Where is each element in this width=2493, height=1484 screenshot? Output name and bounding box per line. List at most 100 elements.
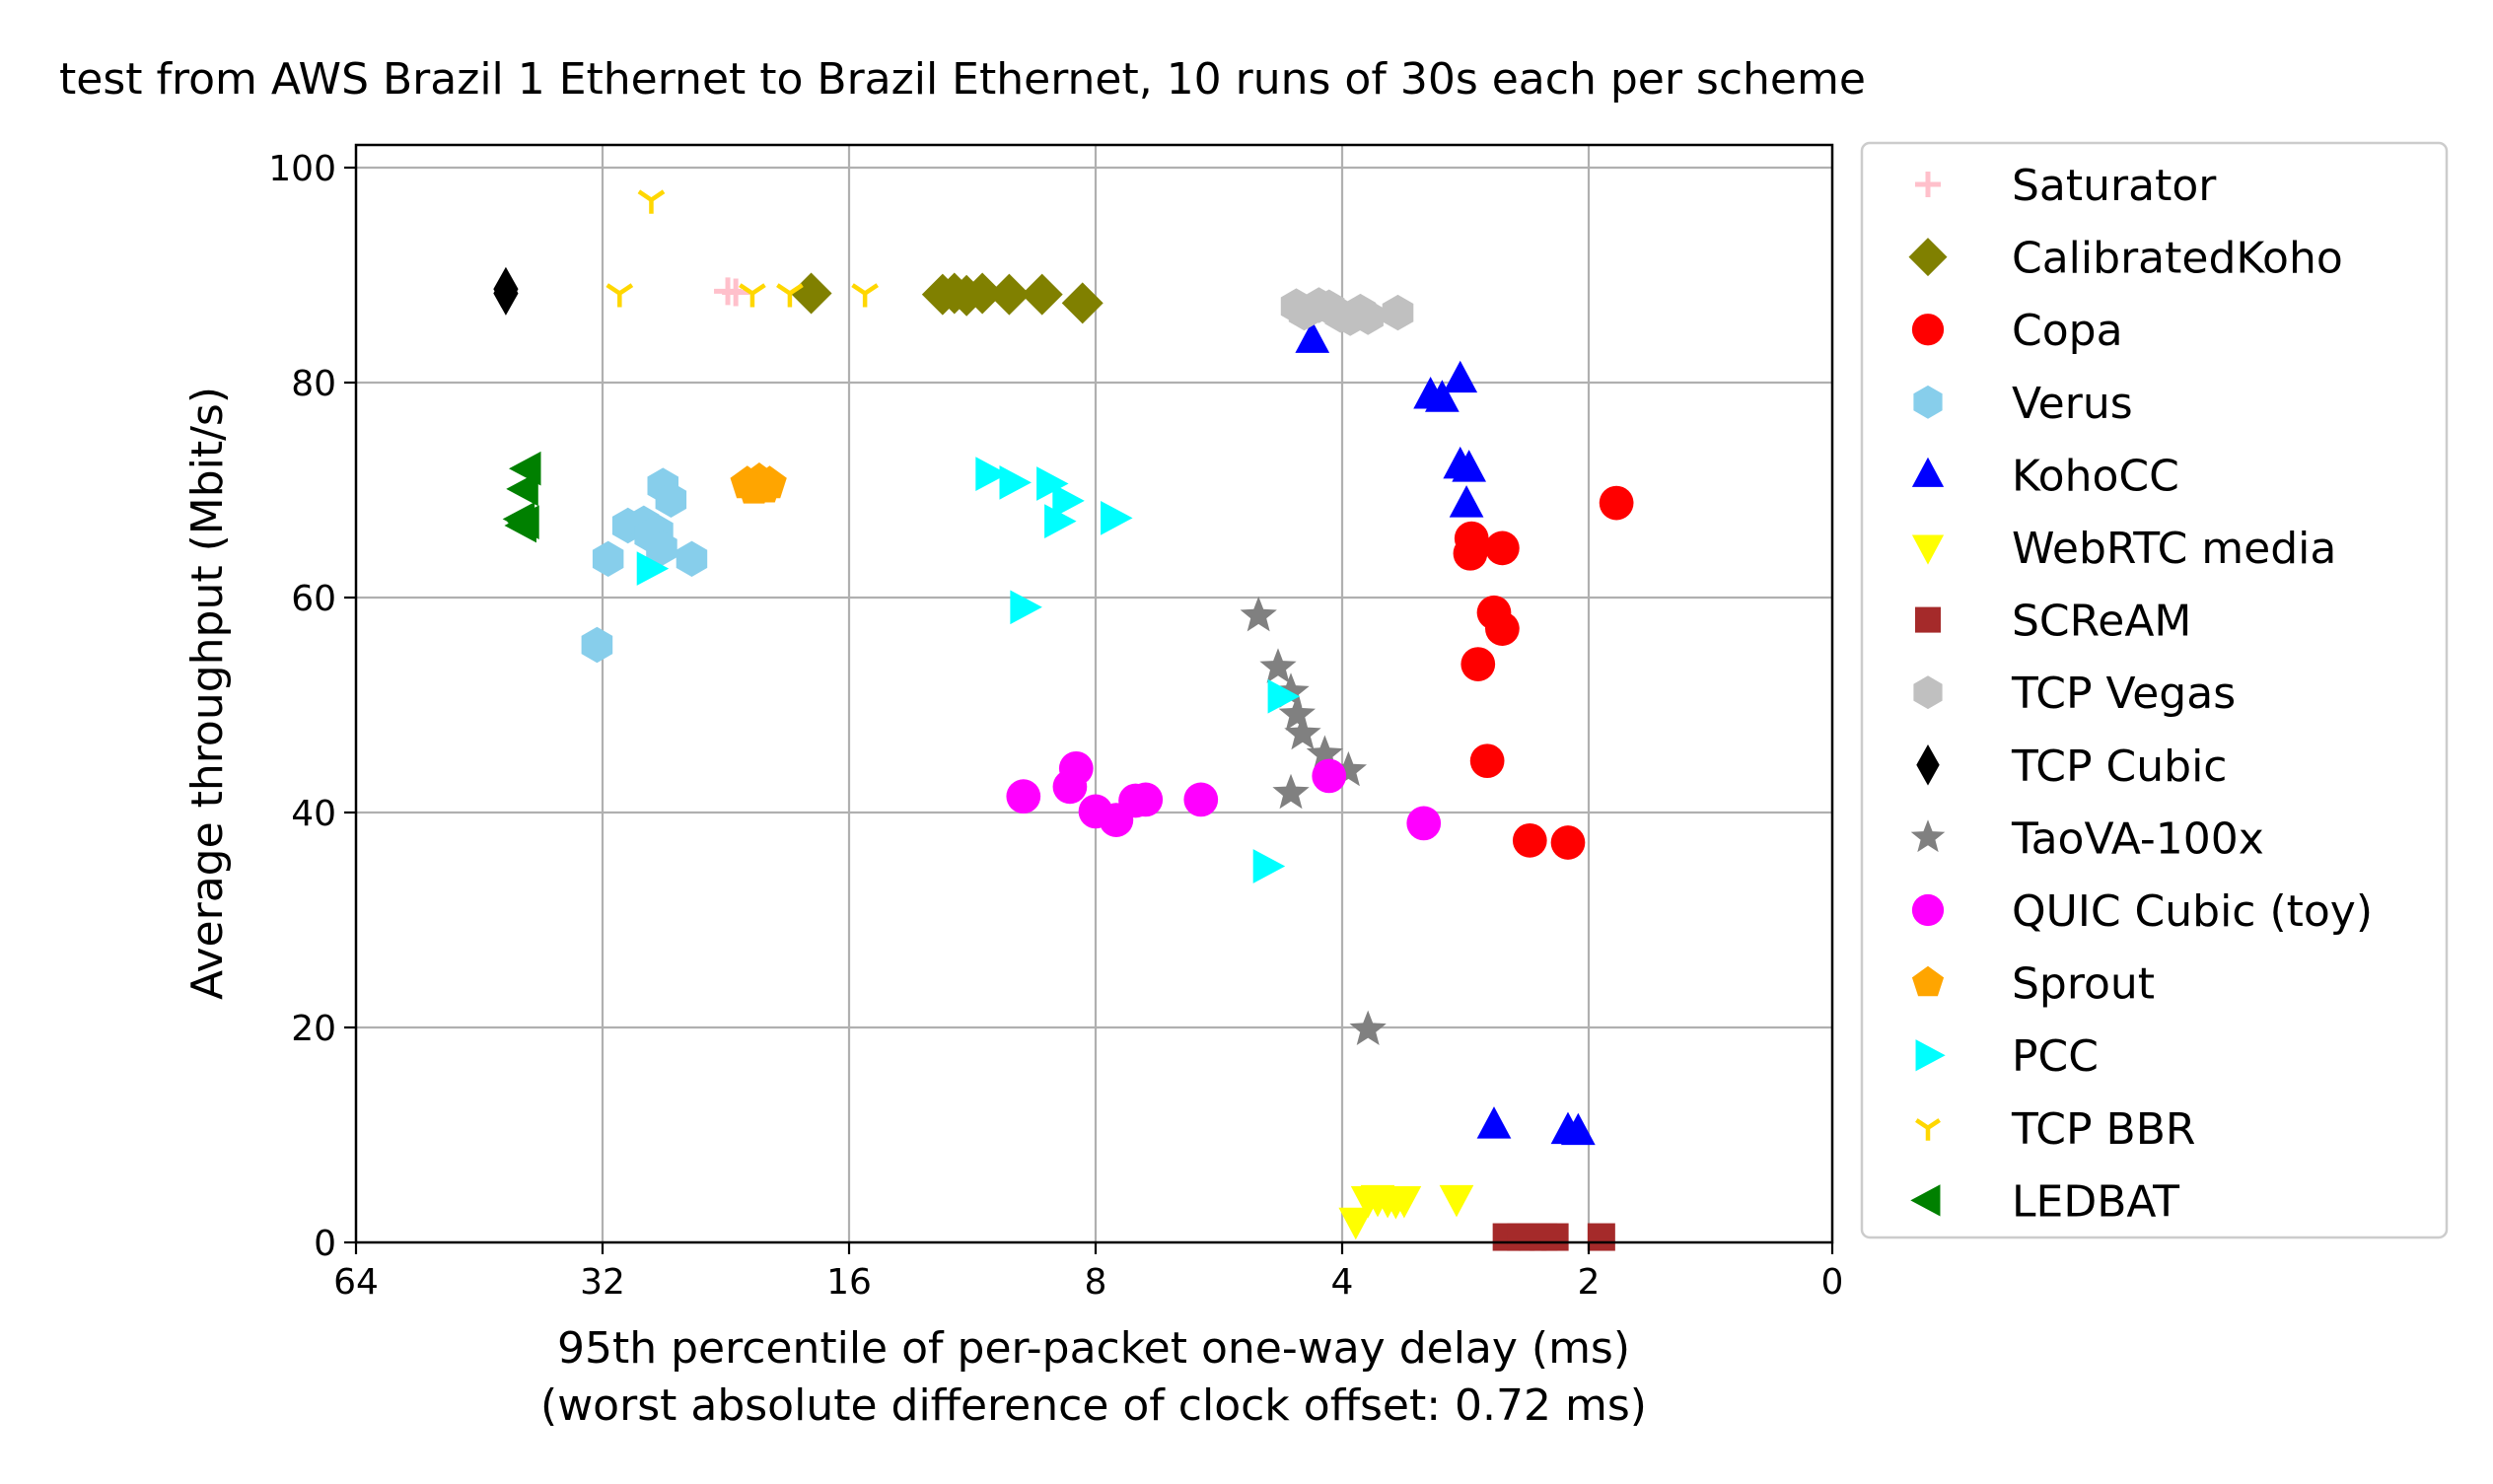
data-point-tcp-bbr [637, 189, 666, 214]
legend-marker-kohocc [1911, 457, 1945, 487]
legend-label-quic-cubic-toy: QUIC Cubic (toy) [2012, 886, 2373, 937]
data-point-verus [655, 481, 687, 518]
data-point-sprout [752, 465, 787, 499]
data-point-quic-cubic-toy [1406, 806, 1442, 841]
x-tick-label: 0 [1821, 1262, 1844, 1303]
data-point-pcc [636, 551, 670, 586]
data-point-verus [592, 540, 624, 577]
legend-label-taova-100x: TaoVA-100x [2011, 813, 2264, 864]
data-point-taova-100x [1284, 714, 1321, 750]
data-point-pcc [1010, 590, 1042, 625]
data-point-quic-cubic-toy [1058, 750, 1094, 786]
y-tick-label: 40 [291, 794, 336, 834]
legend-label-webrtc-media: WebRTC media [2012, 524, 2336, 574]
data-point-pcc [975, 457, 1008, 492]
legend-marker-tcp-bbr [1915, 1118, 1941, 1141]
x-tick-label: 2 [1578, 1262, 1601, 1303]
legend-marker-quic-cubic-toy [1911, 893, 1945, 927]
series-saturator [714, 277, 750, 307]
series-kohocc [1295, 320, 1596, 1146]
data-point-verus [676, 540, 708, 577]
data-point-tcp-bbr [776, 283, 804, 308]
legend-marker-copa [1911, 314, 1945, 346]
data-point-taova-100x [1259, 648, 1297, 683]
series-taova-100x [1240, 596, 1387, 1045]
series-sprout [730, 462, 787, 504]
series-webrtc-media [1338, 1184, 1474, 1240]
data-point-kohocc [1425, 380, 1460, 412]
legend-marker-saturator [1915, 172, 1941, 197]
y-tick-label: 100 [268, 149, 336, 189]
plot-frame [354, 143, 1834, 1244]
y-tick-label: 20 [291, 1009, 336, 1049]
series-tcp-vegas [1280, 287, 1414, 336]
y-tick-label: 0 [314, 1224, 336, 1264]
legend-marker-scream [1915, 606, 1941, 633]
data-point-pcc [1052, 483, 1085, 519]
data-point-webrtc-media [1387, 1185, 1422, 1219]
data-points [493, 189, 1634, 1251]
data-point-taova-100x [1272, 773, 1310, 810]
series-pcc [636, 457, 1301, 883]
series-scream [1492, 1223, 1615, 1251]
data-point-kohocc [1476, 1106, 1512, 1139]
series-verus [581, 467, 708, 664]
data-point-tcp-bbr [851, 283, 879, 308]
chart-title: test from AWS Brazil 1 Ethernet to Brazi… [59, 54, 1866, 105]
data-point-ledbat [507, 505, 539, 540]
data-point-pcc [1036, 466, 1069, 501]
series-tcp-cubic [493, 266, 519, 316]
data-point-kohocc [1560, 1112, 1596, 1146]
x-axis-label-secondary: (worst absolute difference of clock offs… [540, 1380, 1647, 1431]
data-point-calibratedkoho [962, 272, 1004, 315]
legend-marker-webrtc-media [1911, 534, 1945, 565]
data-point-taova-100x [1349, 1010, 1387, 1045]
y-tick-label: 80 [291, 364, 336, 404]
data-point-pcc [1101, 500, 1133, 535]
data-point-quic-cubic-toy [1128, 782, 1164, 817]
data-point-tcp-vegas [1382, 294, 1414, 331]
legend-label-tcp-bbr: TCP BBR [2011, 1104, 2195, 1155]
data-point-scream [1540, 1223, 1569, 1251]
legend-label-ledbat: LEDBAT [2012, 1176, 2179, 1227]
x-tick-label: 4 [1331, 1262, 1354, 1303]
x-tick-label: 64 [333, 1262, 379, 1303]
data-point-ledbat [506, 471, 538, 507]
data-point-saturator [714, 277, 743, 306]
data-point-taova-100x [1278, 695, 1316, 731]
data-point-calibratedkoho [1061, 282, 1104, 324]
data-point-tcp-cubic [493, 266, 519, 312]
data-point-kohocc [1449, 485, 1484, 518]
grid-lines [356, 145, 1832, 1242]
legend-label-scream: SCReAM [2012, 597, 2191, 647]
legend-marker-tcp-vegas [1913, 675, 1943, 710]
x-tick-label: 16 [826, 1262, 872, 1303]
legend-box [1860, 141, 2449, 1239]
legend-label-kohocc: KohoCC [2012, 451, 2179, 501]
data-point-tcp-bbr [739, 283, 766, 308]
legend-label-pcc: PCC [2012, 1031, 2099, 1082]
data-point-kohocc [1443, 360, 1478, 393]
data-point-calibratedkoho [1021, 273, 1063, 316]
series-quic-cubic-toy [1006, 750, 1442, 841]
x-tick-label: 8 [1085, 1262, 1107, 1303]
legend-marker-verus [1913, 385, 1943, 419]
data-point-taova-100x [1240, 596, 1277, 632]
data-point-copa [1550, 825, 1586, 860]
data-point-webrtc-media [1439, 1184, 1474, 1218]
legend-marker-sprout [1911, 965, 1945, 997]
data-point-copa [1485, 530, 1520, 566]
legend-label-calibratedkoho: CalibratedKoho [2012, 234, 2343, 284]
data-point-tcp-vegas [1280, 288, 1313, 324]
y-tick-label: 60 [291, 579, 336, 619]
data-point-pcc [1044, 504, 1077, 538]
data-point-calibratedkoho [988, 273, 1031, 316]
data-point-webrtc-media [1338, 1207, 1374, 1240]
data-point-tcp-bbr [605, 283, 634, 308]
legend-label-saturator: Saturator [2012, 161, 2217, 211]
legend-marker-calibratedkoho [1908, 238, 1948, 277]
data-point-copa [1453, 535, 1488, 571]
data-point-calibratedkoho [790, 272, 832, 315]
